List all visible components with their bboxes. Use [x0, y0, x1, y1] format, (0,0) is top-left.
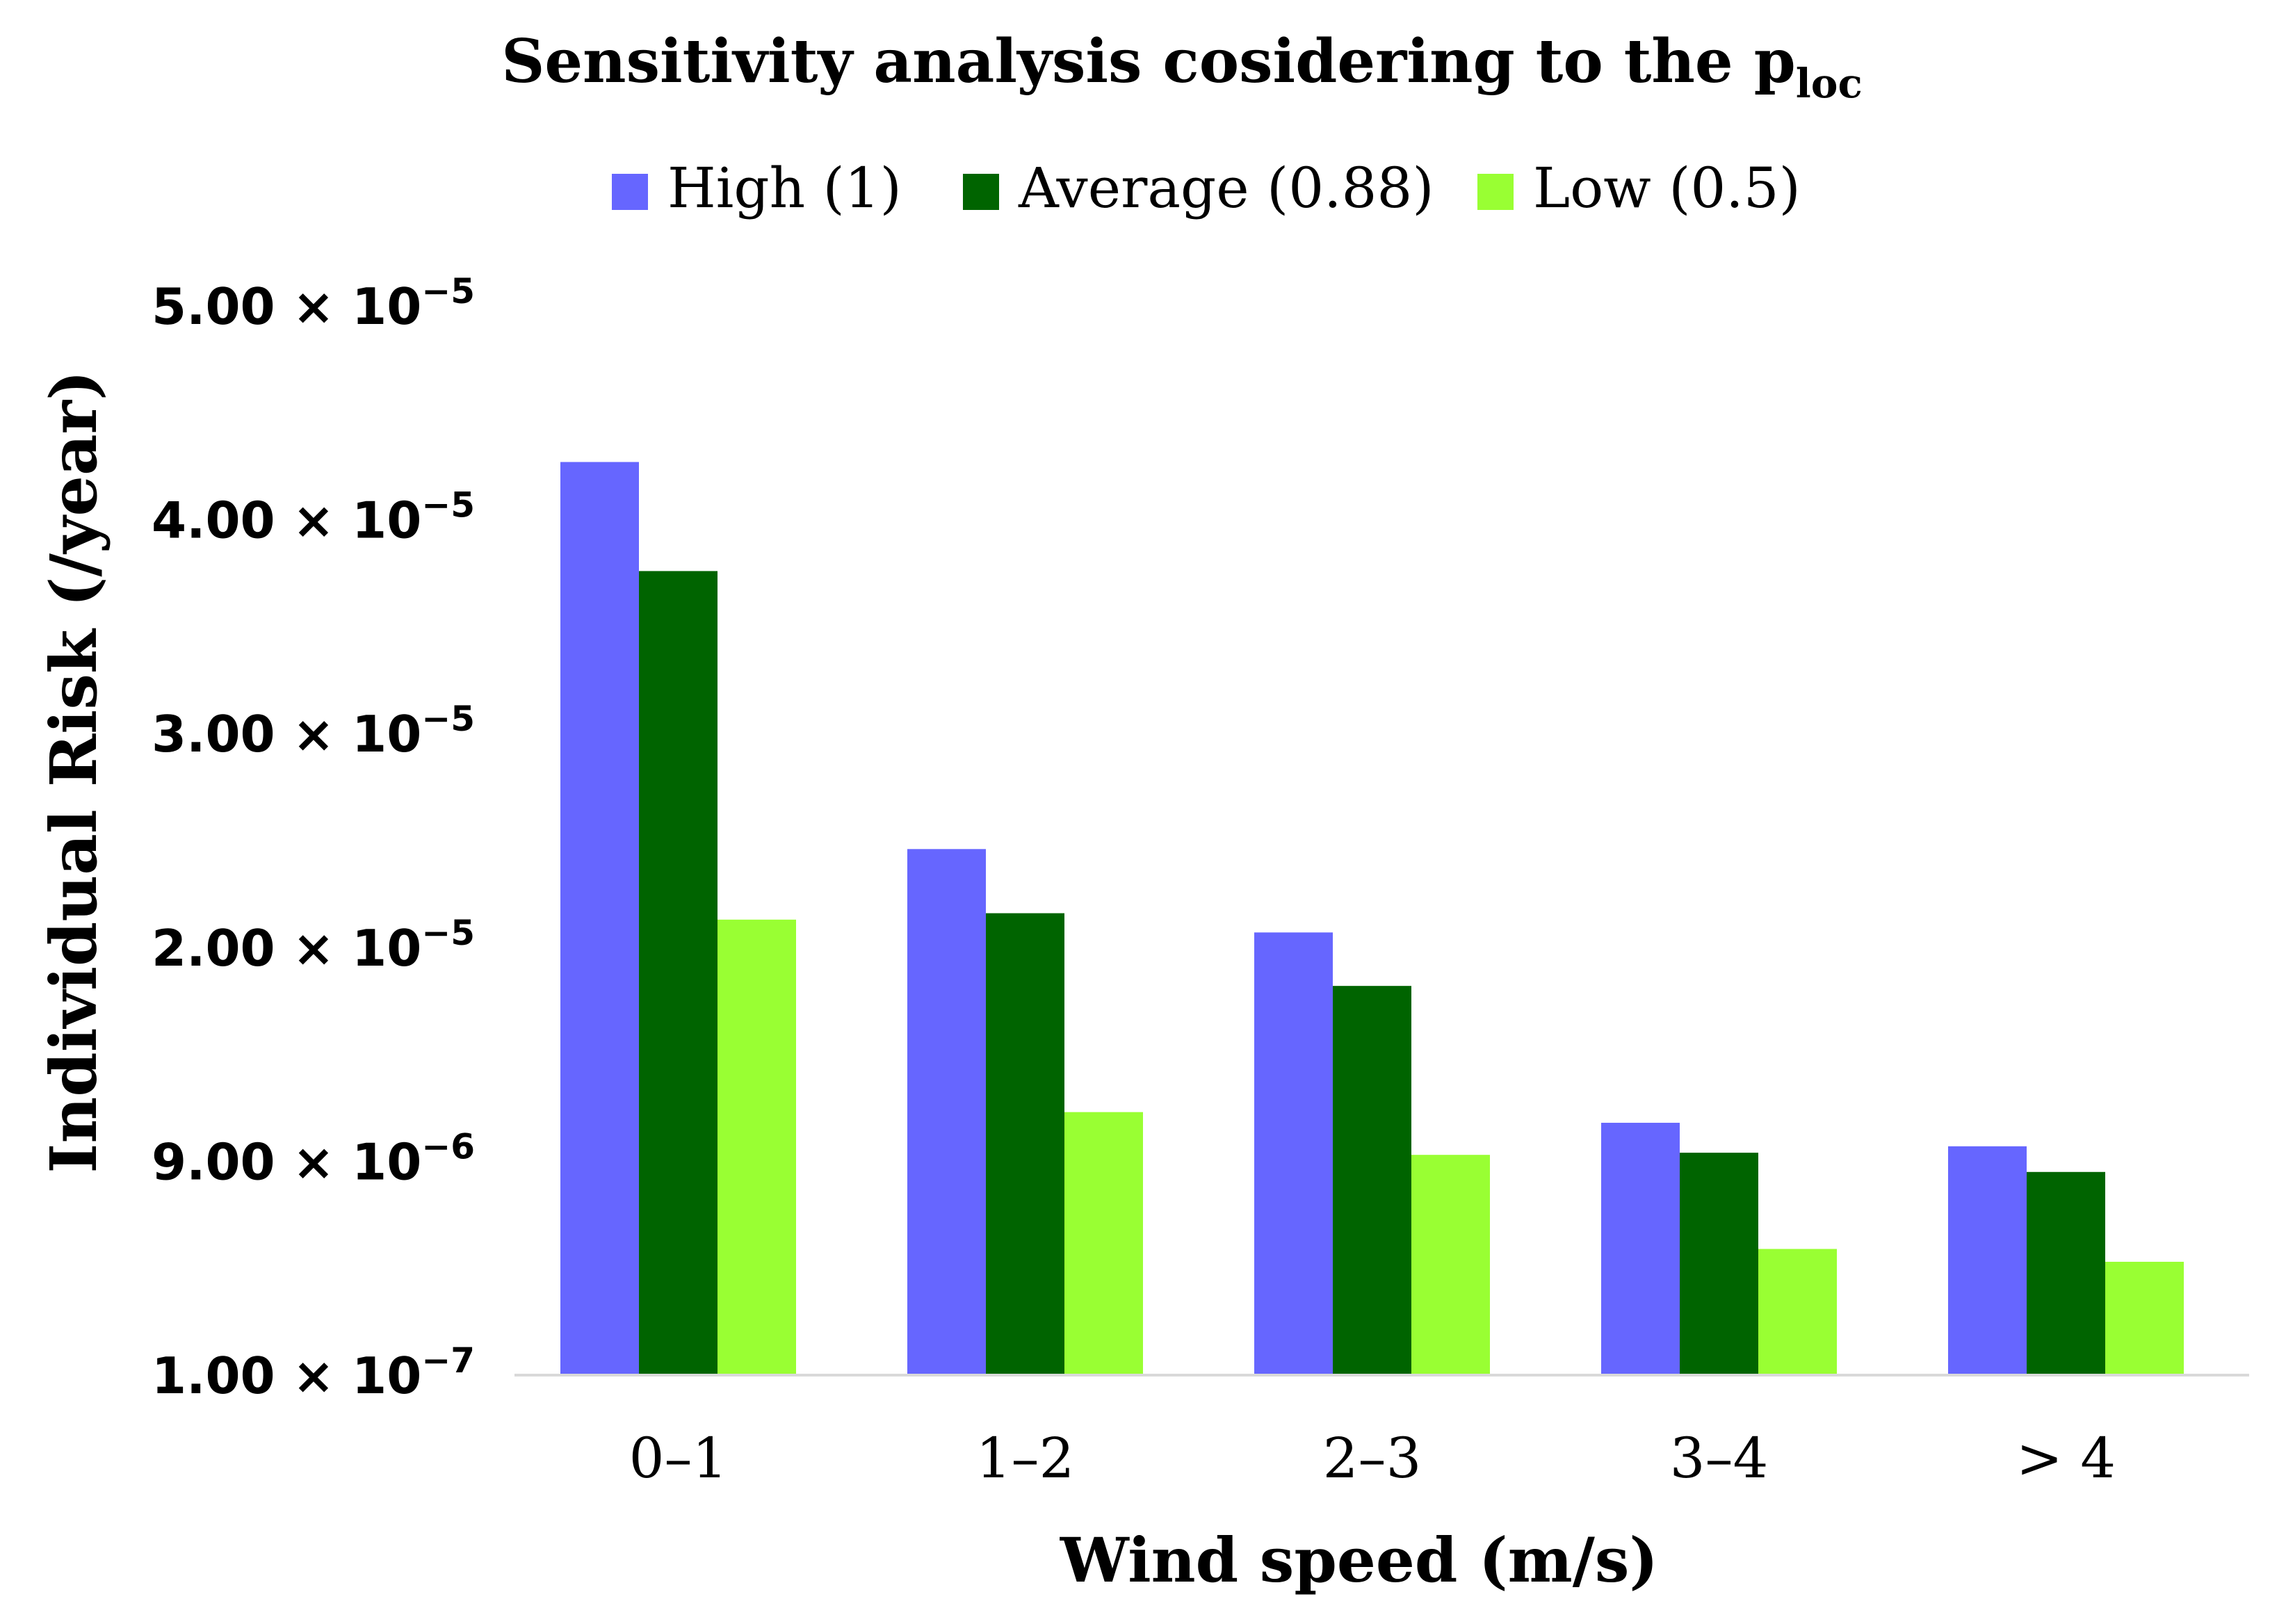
bar-low-0 [718, 919, 796, 1375]
y-tick-exponent: −7 [421, 1340, 475, 1381]
legend-label: High (1) [667, 156, 902, 220]
legend-swatch-average [963, 174, 999, 210]
bar-high-4 [1948, 1146, 2027, 1375]
y-tick-label: 3.00 × 10−5 [152, 699, 475, 763]
y-tick-label: 2.00 × 10−5 [152, 913, 475, 977]
y-tick-exponent: −5 [421, 699, 475, 739]
chart-title-subscript: loc [1796, 60, 1863, 107]
bar-high-1 [907, 849, 986, 1375]
chart-title: Sensitivity analysis cosidering to the p… [501, 26, 1863, 107]
x-tick-label: 2–3 [1323, 1426, 1422, 1491]
y-axis-ticks: 1.00 × 10−79.00 × 10−62.00 × 10−53.00 × … [152, 271, 475, 1405]
y-tick-mantissa: 5.00 × 10 [152, 277, 421, 336]
y-tick-mantissa: 1.00 × 10 [152, 1347, 421, 1405]
x-tick-label: 3–4 [1670, 1426, 1769, 1491]
y-tick-label: 5.00 × 10−5 [152, 271, 475, 336]
bar-high-3 [1601, 1123, 1680, 1375]
y-tick-mantissa: 2.00 × 10 [152, 919, 421, 977]
y-tick-label: 1.00 × 10−7 [152, 1340, 475, 1405]
y-tick-exponent: −5 [421, 913, 475, 953]
bar-average-0 [639, 571, 718, 1375]
bar-average-3 [1680, 1153, 1758, 1375]
y-tick-exponent: −6 [421, 1126, 475, 1167]
bar-low-3 [1758, 1249, 1837, 1375]
y-tick-mantissa: 9.00 × 10 [152, 1132, 421, 1191]
y-tick-exponent: −5 [421, 271, 475, 311]
y-tick-mantissa: 4.00 × 10 [152, 492, 421, 550]
bar-high-0 [560, 462, 639, 1375]
bar-average-4 [2027, 1171, 2105, 1375]
bar-low-4 [2105, 1261, 2184, 1375]
legend: High (1) Average (0.88) Low (0.5) [612, 156, 1801, 220]
x-tick-label: > 4 [2016, 1426, 2116, 1491]
bar-average-1 [986, 913, 1064, 1375]
bars [560, 462, 2184, 1375]
chart-title-text: Sensitivity analysis cosidering to the p [501, 26, 1795, 97]
legend-swatch-low [1477, 174, 1514, 210]
x-tick-label: 0–1 [629, 1426, 728, 1491]
legend-swatch-high [612, 174, 648, 210]
x-axis-label: Wind speed (m/s) [1060, 1524, 1658, 1596]
legend-label: Low (0.5) [1533, 156, 1801, 220]
y-tick-exponent: −5 [421, 485, 475, 526]
y-axis-label: Individual Risk (/year) [36, 370, 111, 1173]
bar-average-2 [1333, 986, 1411, 1375]
bar-low-1 [1064, 1112, 1143, 1375]
y-tick-label: 9.00 × 10−6 [152, 1126, 475, 1191]
legend-label: Average (0.88) [1018, 156, 1434, 220]
x-axis-ticks: 0–1 1–2 2–3 3–4 > 4 [629, 1426, 2116, 1491]
bar-low-2 [1411, 1155, 1490, 1375]
y-tick-mantissa: 3.00 × 10 [152, 705, 421, 763]
x-tick-label: 1–2 [976, 1426, 1075, 1491]
y-tick-label: 4.00 × 10−5 [152, 485, 475, 550]
bar-high-2 [1254, 932, 1333, 1375]
